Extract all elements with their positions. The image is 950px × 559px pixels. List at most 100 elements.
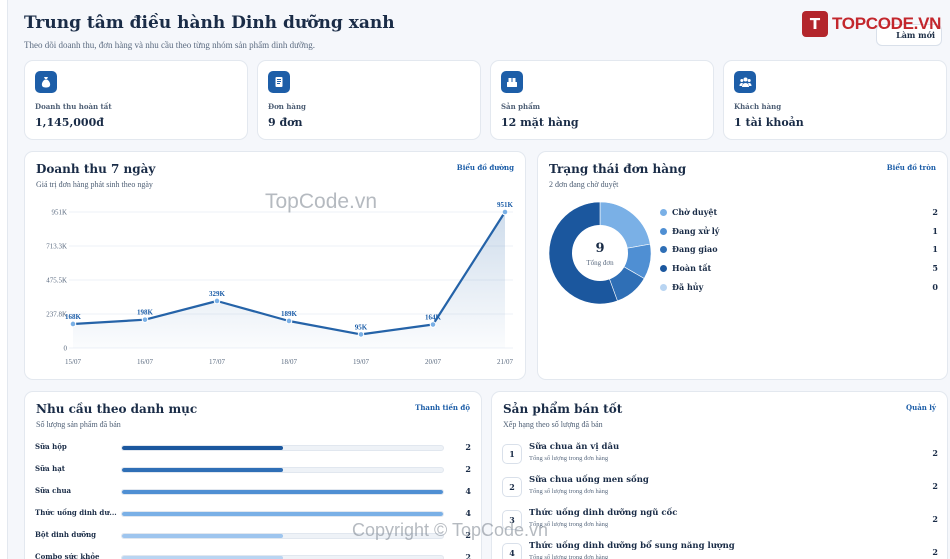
refresh-button[interactable]: Làm mới <box>876 24 942 46</box>
donut-total-label: Tổng đơn <box>586 259 614 267</box>
stat-value: 1,145,000đ <box>35 116 104 129</box>
product-row[interactable]: 1 Sữa chua ăn vị dâu Tổng số lượng trong đ… <box>502 442 938 468</box>
product-subtitle: Tổng số lượng trong đơn hàng <box>529 455 609 462</box>
money-bag-icon <box>35 71 57 93</box>
data-point <box>429 321 437 328</box>
data-point <box>501 208 509 216</box>
stat-card-revenue: Doanh thu hoàn tất 1,145,000đ <box>24 60 248 140</box>
top-products-card: Sản phẩm bán tốt Xếp hạng theo số lượng … <box>491 391 948 559</box>
data-point <box>285 317 293 325</box>
product-count: 2 <box>932 448 938 458</box>
page-title: Trung tâm điều hành Dinh dưỡng xanh <box>24 13 395 33</box>
legend-label: Hoàn tất <box>672 263 712 274</box>
legend-dot <box>660 265 667 273</box>
data-point <box>213 297 221 305</box>
category-count: 2 <box>465 530 471 540</box>
legend-item: Đang giao 1 <box>660 244 938 256</box>
progress-fill <box>122 556 283 559</box>
stat-card-orders: Đơn hàng 9 đơn <box>257 60 481 140</box>
demand-row: Combo sức khỏe 2 <box>35 552 471 559</box>
y-tick-label: 713.3K <box>46 242 67 250</box>
legend-count: 2 <box>932 207 938 217</box>
product-subtitle: Tổng số lượng trong đơn hàng <box>529 521 609 528</box>
product-subtitle: Tổng số lượng trong đơn hàng <box>529 488 609 495</box>
category-count: 2 <box>465 442 471 452</box>
data-point <box>357 331 365 338</box>
rank-badge: 4 <box>502 543 522 559</box>
demand-row: Sữa hạt 2 <box>35 464 471 476</box>
order-status-donut-chart: 9 Tổng đơn <box>548 201 652 305</box>
category-name: Sữa chua <box>35 486 72 495</box>
product-row[interactable]: 2 Sữa chua uống men sống Tổng số lượng tro… <box>502 475 938 501</box>
stat-label: Khách hàng <box>734 102 782 111</box>
brand-logo: T TOPCODE.VN <box>802 11 941 37</box>
x-tick-label: 15/07 <box>65 358 81 366</box>
y-tick-label: 475.5K <box>46 277 67 285</box>
demand-card: Nhu cầu theo danh mục Số lượng sản phẩm … <box>24 391 482 559</box>
x-tick-label: 21/07 <box>497 358 513 366</box>
stat-card-products: Sản phẩm 12 mặt hàng <box>490 60 714 140</box>
sidebar-edge <box>0 0 8 559</box>
product-count: 2 <box>932 547 938 557</box>
progress-fill <box>122 446 283 450</box>
progress-fill <box>122 534 283 538</box>
stat-value: 1 tài khoản <box>734 116 804 129</box>
logo-text: TOPCODE.VN <box>832 14 942 33</box>
revenue-area-fill <box>73 212 505 348</box>
category-name: Sữa hạt <box>35 464 65 473</box>
x-tick-label: 19/07 <box>353 358 369 366</box>
product-row[interactable]: 3 Thức uống dinh dưỡng ngũ cốc Tổng số lượ… <box>502 508 938 534</box>
stat-value: 12 mặt hàng <box>501 116 579 129</box>
rank-badge: 2 <box>502 477 522 497</box>
card-title: Sản phẩm bán tốt <box>503 402 623 416</box>
legend-label: Đang xử lý <box>672 225 720 236</box>
product-count: 2 <box>932 481 938 491</box>
legend-count: 5 <box>932 263 938 274</box>
data-label: 951K <box>497 201 514 209</box>
revenue-chart-card: Doanh thu 7 ngày Giá trị đơn hàng phát s… <box>24 151 526 380</box>
demand-row: Bột dinh dưỡng 2 <box>35 530 471 542</box>
product-subtitle: Tổng số lượng trong đơn hàng <box>529 554 609 559</box>
card-title: Nhu cầu theo danh mục <box>36 402 198 416</box>
manage-link[interactable]: Quản lý <box>906 403 936 412</box>
product-name: Thức uống dinh dưỡng bổ sung năng lượng <box>529 541 735 551</box>
stat-label: Sản phẩm <box>501 102 541 111</box>
card-subtitle: Giá trị đơn hàng phát sinh theo ngày <box>36 180 153 189</box>
card-subtitle: Xếp hạng theo số lượng đã bán <box>503 420 603 429</box>
rank-badge: 1 <box>502 444 522 464</box>
legend-dot <box>660 246 667 254</box>
progress-link[interactable]: Thanh tiến độ <box>415 403 470 412</box>
progress-track <box>121 445 444 451</box>
progress-track <box>121 511 444 517</box>
chart-type-link[interactable]: Biểu đồ đường <box>456 163 514 172</box>
product-row[interactable]: 4 Thức uống dinh dưỡng bổ sung năng lượng… <box>502 541 938 559</box>
progress-track <box>121 467 444 473</box>
page-header: Trung tâm điều hành Dinh dưỡng xanh Theo… <box>24 13 395 50</box>
revenue-line-chart: 0 237.8K 475.5K 713.3K 951K 15/07 16/07 17/07 1… <box>46 201 514 366</box>
y-tick-label: 0 <box>64 345 68 353</box>
chart-type-link[interactable]: Biểu đồ tròn <box>886 163 936 172</box>
progress-track <box>121 489 444 495</box>
category-count: 2 <box>465 464 471 474</box>
card-subtitle: 2 đơn đang chờ duyệt <box>549 180 619 189</box>
box-icon <box>501 71 523 93</box>
stat-label: Đơn hàng <box>268 102 306 111</box>
progress-fill <box>122 468 283 472</box>
users-icon <box>734 71 756 93</box>
donut-total-value: 9 <box>595 241 604 256</box>
category-name: Bột dinh dưỡng <box>35 530 97 539</box>
stat-value: 9 đơn <box>268 116 303 129</box>
legend-count: 1 <box>932 244 938 255</box>
demand-row: Sữa hộp 2 <box>35 442 471 454</box>
category-name: Sữa hộp <box>35 442 67 451</box>
category-count: 4 <box>465 508 471 518</box>
x-tick-label: 18/07 <box>281 358 297 366</box>
legend-label: Chờ duyệt <box>672 207 718 217</box>
y-tick-label: 951K <box>51 209 67 217</box>
legend-label: Đang giao <box>672 244 718 255</box>
category-count: 2 <box>465 552 471 559</box>
legend-dot <box>660 227 667 235</box>
legend-dot <box>660 283 667 291</box>
x-tick-label: 17/07 <box>209 358 225 366</box>
data-label: 198K <box>137 309 154 317</box>
